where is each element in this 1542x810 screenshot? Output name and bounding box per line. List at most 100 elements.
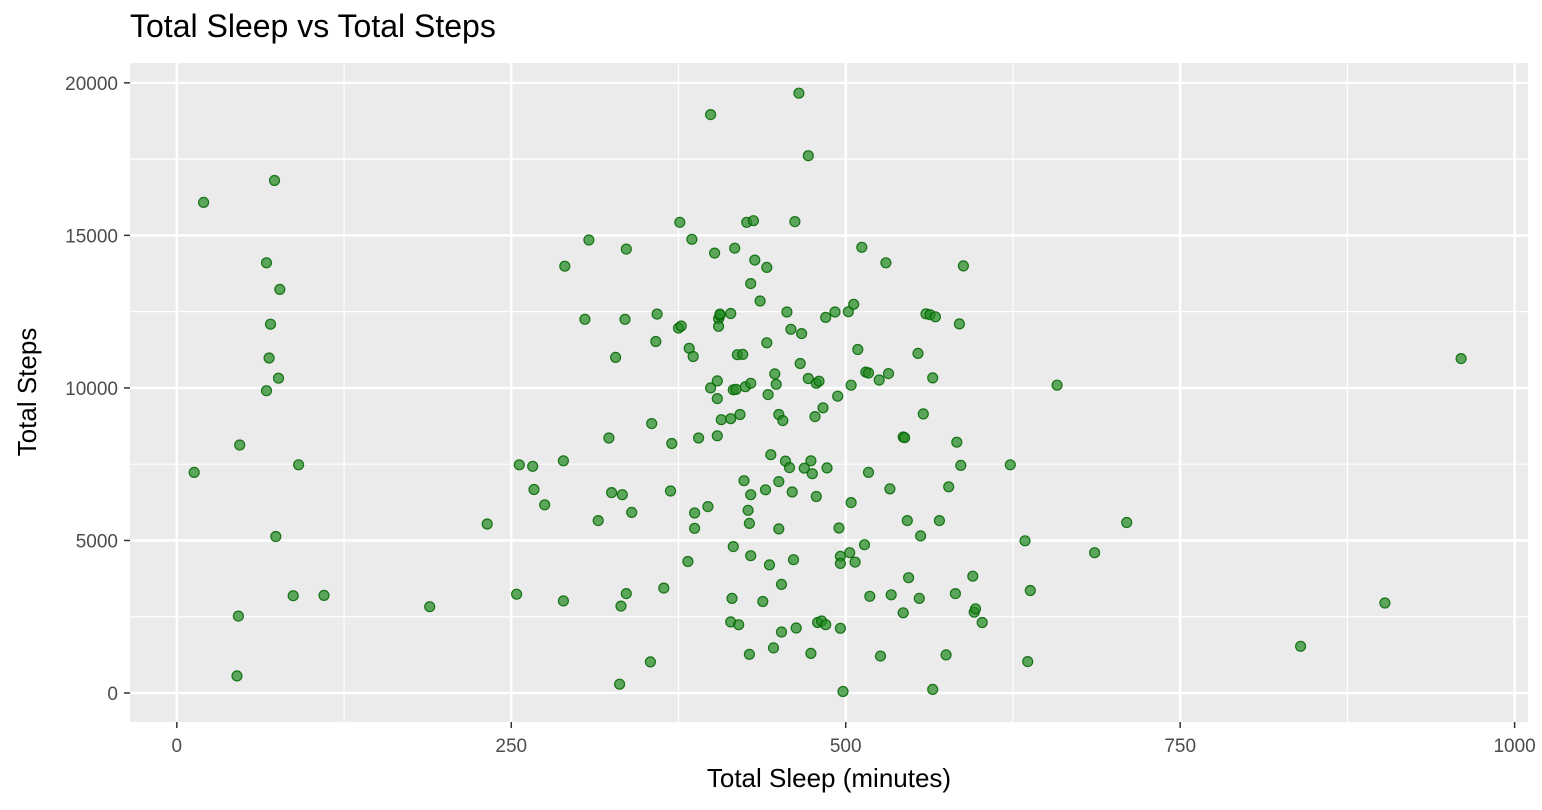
data-point (913, 592, 925, 605)
data-point (539, 499, 551, 511)
data-point (268, 174, 281, 187)
data-point (845, 379, 857, 391)
data-point (917, 408, 929, 420)
data-point (743, 648, 756, 660)
data-point (898, 432, 911, 444)
y-axis: 0 5000 10000 15000 20000 (65, 74, 130, 705)
x-tick-label: 250 (495, 736, 527, 757)
data-point (901, 514, 913, 527)
data-point (712, 320, 725, 332)
chart-title: Total Sleep vs Total Steps (130, 8, 496, 44)
data-point (757, 595, 769, 608)
x-tick-label: 750 (1164, 736, 1196, 757)
data-point (844, 547, 856, 559)
data-point (658, 582, 670, 594)
data-point (579, 313, 591, 325)
data-point (726, 592, 738, 605)
data-point (785, 323, 797, 335)
data-point (745, 377, 757, 389)
data-point (834, 622, 847, 634)
data-point (761, 337, 773, 349)
data-point (837, 685, 849, 698)
data-point (1024, 584, 1036, 597)
data-point (967, 570, 979, 582)
data-point (704, 108, 717, 121)
data-point (646, 418, 658, 430)
data-point (711, 393, 723, 405)
x-axis-title: Total Sleep (minutes) (707, 763, 951, 793)
data-point (559, 260, 571, 272)
data-point (902, 572, 915, 584)
data-point (833, 522, 845, 534)
data-point (813, 375, 825, 387)
data-point (845, 497, 857, 509)
data-point (1004, 459, 1016, 471)
data-point (775, 626, 788, 638)
data-point (609, 351, 622, 363)
data-point (862, 367, 875, 379)
data-point (787, 554, 800, 566)
data-point (725, 307, 737, 320)
data-point (664, 485, 677, 497)
data-point (1051, 379, 1063, 391)
data-point (933, 514, 946, 527)
data-point (769, 368, 781, 380)
data-points (188, 87, 1467, 698)
data-point (513, 459, 525, 471)
data-point (949, 587, 962, 600)
data-point (730, 383, 742, 395)
data-point (802, 372, 814, 385)
data-point (765, 449, 777, 461)
data-point (862, 466, 875, 478)
data-point (729, 242, 741, 254)
data-point (927, 372, 939, 384)
y-tick-label: 15000 (65, 226, 118, 247)
data-point (198, 196, 210, 208)
x-tick-label: 1000 (1493, 736, 1535, 757)
data-point (743, 517, 756, 530)
data-point (592, 514, 604, 527)
data-point (583, 234, 595, 246)
data-point (510, 588, 523, 600)
data-point (666, 437, 678, 450)
data-point (715, 414, 727, 426)
data-point (260, 257, 273, 269)
data-point (232, 610, 244, 622)
data-point (264, 318, 277, 330)
data-point (692, 432, 705, 444)
data-point (745, 489, 757, 501)
data-point (829, 306, 841, 318)
data-point (1294, 640, 1307, 652)
data-point (943, 481, 955, 493)
data-point (1379, 597, 1391, 609)
data-point (882, 368, 895, 380)
data-point (821, 462, 833, 474)
data-point (783, 462, 796, 474)
data-point (805, 647, 817, 660)
major-gridlines (130, 63, 1528, 722)
data-point (955, 459, 967, 471)
data-point (270, 530, 282, 543)
data-point (619, 313, 631, 325)
data-point (674, 216, 686, 228)
data-point (786, 486, 798, 498)
data-point (817, 402, 829, 414)
data-point (795, 328, 808, 340)
data-point (620, 243, 632, 255)
data-point (650, 335, 662, 348)
data-point (912, 347, 924, 359)
data-point (969, 603, 982, 615)
data-point (557, 455, 570, 467)
x-tick-label: 0 (172, 736, 183, 757)
data-point (897, 607, 909, 619)
data-point (737, 348, 749, 360)
plot-panel (130, 63, 1528, 722)
data-point (1121, 516, 1133, 529)
data-point (188, 466, 200, 478)
y-tick-label: 5000 (76, 531, 118, 552)
data-point (976, 616, 988, 629)
data-point (605, 487, 618, 499)
data-point (745, 278, 757, 290)
data-point (858, 539, 871, 551)
data-point (603, 432, 615, 444)
